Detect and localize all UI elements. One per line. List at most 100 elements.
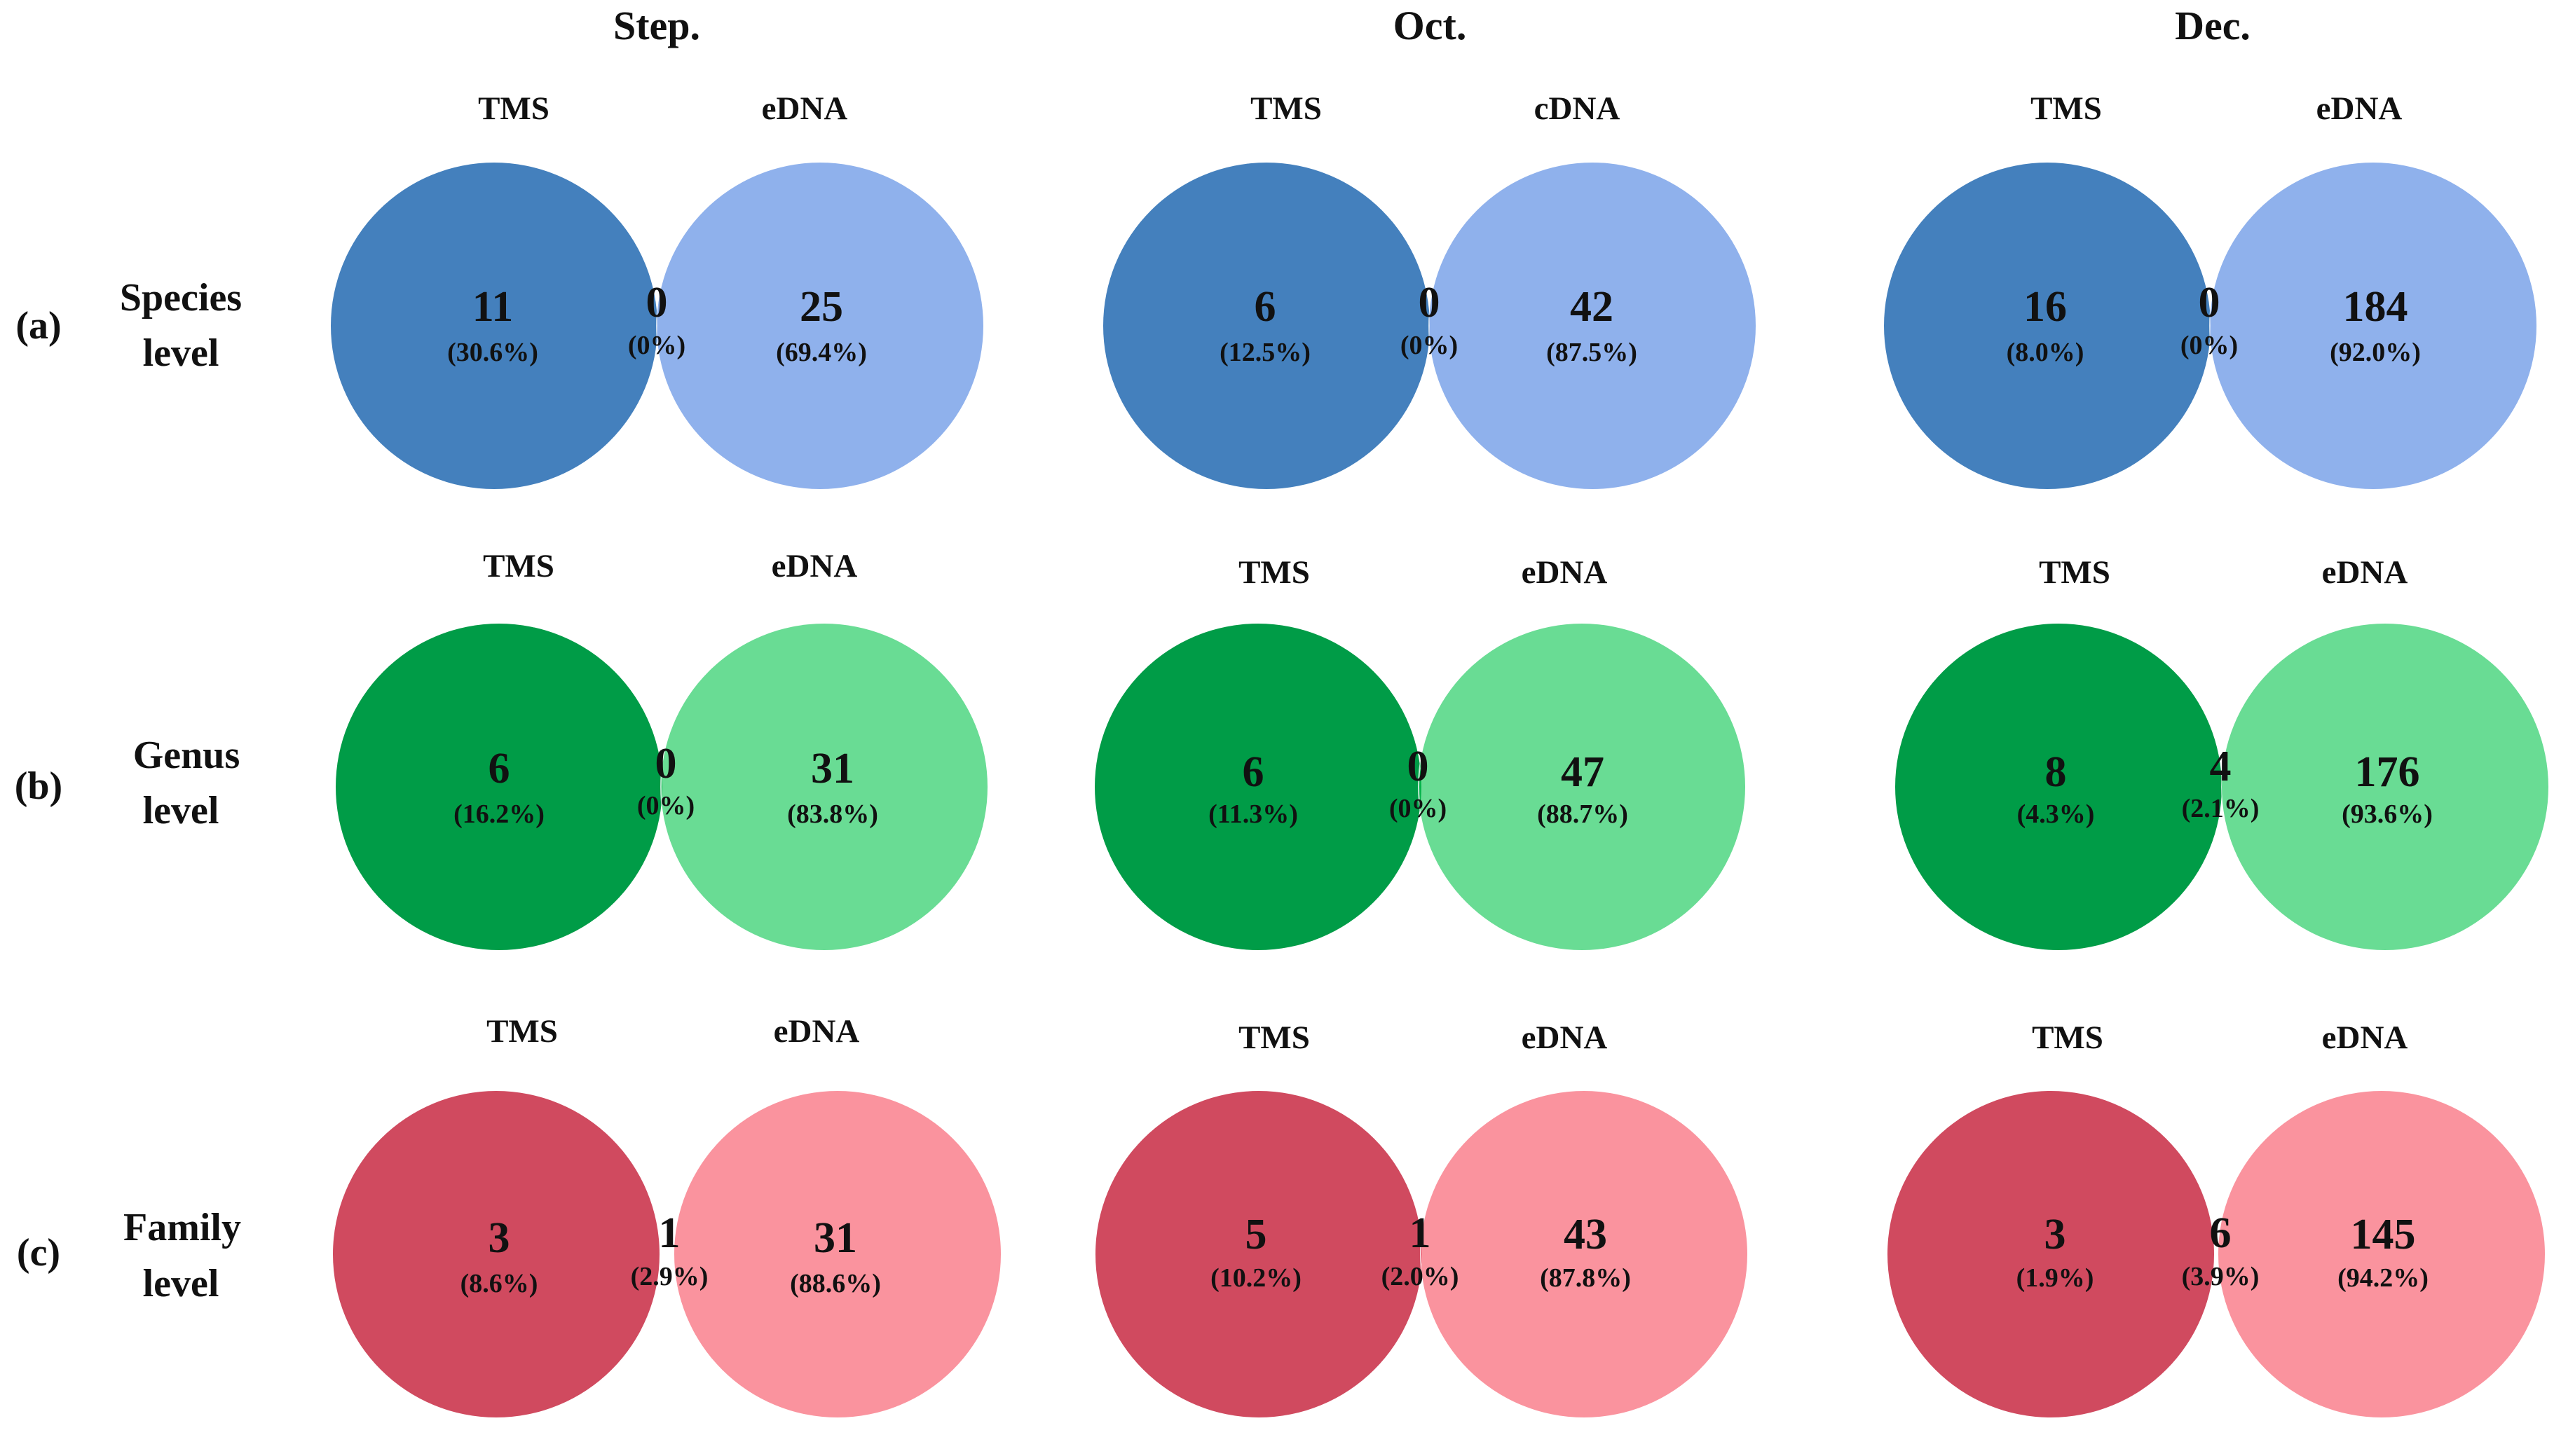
count-shared: 0 [1407, 743, 1429, 790]
count-shared: 4 [2210, 743, 2232, 790]
count-edna-only: 145 [2351, 1211, 2416, 1258]
pct-shared: (0%) [637, 791, 695, 820]
venn-family-dec: TMS eDNA 3 (1.9%) 6 (3.9%) 145 (94.2%) [1887, 1019, 2545, 1417]
venn-genus-dec: TMS eDNA 8 (4.3%) 4 (2.1%) 176 (93.6%) [1895, 554, 2548, 950]
set-label-edna: eDNA [2316, 90, 2403, 127]
count-tms-only: 16 [2023, 283, 2067, 331]
row-name-family-level: level [143, 1262, 219, 1305]
count-tms-only: 3 [489, 1214, 510, 1262]
row-name-genus: Genus [133, 734, 240, 777]
row-name-species-level: level [143, 331, 219, 375]
set-label-edna: eDNA [1522, 1019, 1608, 1056]
circle-edna [1419, 624, 1745, 950]
row-name-genus-level: level [143, 789, 219, 832]
circle-outline [1418, 624, 1421, 950]
count-edna-only: 43 [1564, 1211, 1607, 1258]
circle-edna [657, 163, 983, 489]
venn-species-oct: TMS cDNA 6 (12.5%) 0 (0%) 42 (87.5%) [1103, 90, 1756, 489]
pct-shared: (2.9%) [631, 1262, 709, 1291]
pct-tms-only: (1.9%) [2016, 1263, 2094, 1293]
set-label-tms: TMS [486, 1013, 558, 1050]
pct-edna-only: (88.7%) [1537, 799, 1628, 829]
venn-species-dec: TMS eDNA 16 (8.0%) 0 (0%) 184 (92.0%) [1884, 90, 2536, 489]
pct-edna-only: (88.6%) [790, 1269, 881, 1298]
circle-tms [331, 163, 657, 489]
count-shared: 0 [2199, 279, 2220, 327]
circle-tms [1895, 624, 2222, 950]
circle-edna [1421, 1091, 1747, 1417]
circle-edna [2222, 624, 2548, 950]
venn-species-step: TMS eDNA 11 (30.6%) 0 (0%) 25 (69.4%) [331, 90, 983, 489]
count-tms-only: 8 [2045, 748, 2067, 796]
row-tag-c: (c) [17, 1231, 60, 1275]
count-tms-only: 5 [1245, 1211, 1267, 1258]
venn-family-step: TMS eDNA 3 (8.6%) 1 (2.9%) 31 (88.6%) [333, 1013, 1001, 1417]
venn-family-oct: TMS eDNA 5 (10.2%) 1 (2.0%) 43 (87.8%) [1095, 1019, 1747, 1417]
count-edna-only: 25 [800, 283, 843, 331]
set-label-tms: TMS [2030, 90, 2102, 127]
pct-tms-only: (16.2%) [453, 799, 545, 829]
circle-tms [1095, 624, 1421, 950]
pct-tms-only: (11.3%) [1208, 799, 1298, 829]
count-shared: 6 [2210, 1209, 2232, 1257]
pct-edna-only: (92.0%) [2330, 338, 2421, 367]
count-edna-only: 31 [814, 1214, 857, 1262]
count-edna-only: 47 [1561, 748, 1604, 796]
count-tms-only: 3 [2044, 1211, 2066, 1258]
circle-tms [1884, 163, 2211, 489]
set-label-edna: eDNA [2322, 1019, 2408, 1056]
circle-outline [1420, 1091, 1422, 1417]
pct-shared: (0%) [628, 331, 685, 360]
count-tms-only: 6 [489, 745, 510, 792]
count-cdna-only: 42 [1570, 283, 1613, 331]
set-label-tms: TMS [2039, 554, 2110, 591]
count-shared: 0 [655, 740, 677, 788]
count-shared: 1 [1409, 1209, 1431, 1257]
row-tag-b: (b) [15, 764, 62, 808]
count-tms-only: 11 [472, 283, 514, 331]
column-title-oct: Oct. [1393, 3, 1467, 48]
circle-tms [333, 1091, 660, 1417]
row-tag-a: (a) [15, 304, 61, 348]
set-label-cdna: cDNA [1534, 90, 1620, 127]
row-label-species: (a) Species level [15, 276, 242, 375]
set-label-tms: TMS [2032, 1019, 2103, 1056]
row-label-family: (c) Family level [17, 1206, 241, 1305]
pct-edna-only: (69.4%) [776, 338, 867, 367]
circle-tms [1887, 1091, 2214, 1417]
pct-tms-only: (8.0%) [2007, 338, 2084, 367]
set-label-tms: TMS [1238, 554, 1310, 591]
pct-shared: (0%) [1389, 794, 1447, 823]
count-edna-only: 31 [811, 745, 854, 792]
set-label-edna: eDNA [774, 1013, 860, 1050]
pct-shared: (2.1%) [2182, 794, 2260, 823]
row-name-family: Family [123, 1206, 241, 1249]
pct-tms-only: (8.6%) [460, 1269, 538, 1298]
pct-edna-only: (83.8%) [787, 799, 878, 829]
pct-shared: (0%) [2180, 331, 2238, 360]
set-label-edna: eDNA [2322, 554, 2408, 591]
count-edna-only: 184 [2343, 283, 2408, 331]
pct-edna-only: (94.2%) [2337, 1263, 2429, 1293]
pct-shared: (2.0%) [1381, 1262, 1459, 1291]
count-shared: 1 [659, 1209, 681, 1257]
count-shared: 0 [1419, 279, 1440, 327]
pct-tms-only: (10.2%) [1210, 1263, 1302, 1293]
count-tms-only: 6 [1255, 283, 1276, 331]
pct-tms-only: (30.6%) [447, 338, 538, 367]
set-label-edna: eDNA [772, 548, 858, 584]
pct-tms-only: (4.3%) [2017, 799, 2095, 829]
column-title-step: Step. [613, 3, 700, 48]
count-tms-only: 6 [1243, 748, 1264, 796]
row-name-species: Species [120, 276, 242, 320]
count-edna-only: 176 [2355, 748, 2420, 796]
circle-edna [2210, 163, 2536, 489]
circle-cdna [1429, 163, 1756, 489]
row-label-genus: (b) Genus level [15, 734, 240, 832]
set-label-tms: TMS [483, 548, 554, 584]
venn-genus-oct: TMS eDNA 6 (11.3%) 0 (0%) 47 (88.7%) [1095, 554, 1745, 950]
set-label-edna: eDNA [762, 90, 848, 127]
venn-genus-step: TMS eDNA 6 (16.2%) 0 (0%) 31 (83.8%) [336, 548, 988, 950]
circle-outline [656, 163, 657, 489]
